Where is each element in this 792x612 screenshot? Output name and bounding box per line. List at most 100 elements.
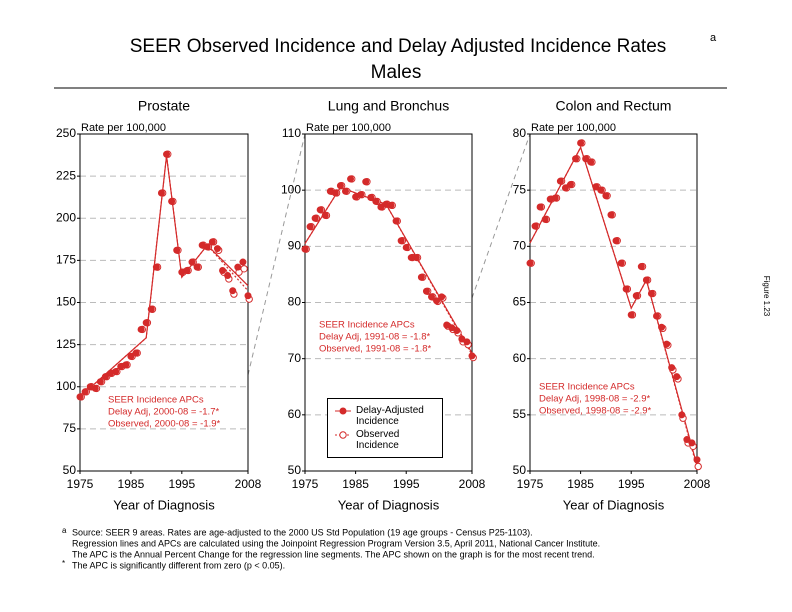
y-tick-label: 110 (282, 126, 301, 140)
connector (471, 133, 531, 299)
data-point (316, 206, 324, 214)
data-point (541, 215, 549, 223)
data-point (157, 189, 165, 197)
data-point (587, 158, 595, 166)
x-axis-label: Year of Diagnosis (338, 497, 440, 512)
x-tick-label: 1995 (168, 477, 195, 491)
data-point (647, 290, 655, 298)
data-point (592, 183, 600, 191)
y-tick-label: 175 (56, 253, 76, 267)
plot-frame (529, 133, 698, 472)
data-point (658, 323, 666, 331)
y-tick-label: 50 (513, 463, 527, 477)
data-point (468, 352, 476, 360)
data-point (173, 246, 181, 254)
trend-line (79, 155, 249, 398)
x-tick-label: 1985 (118, 477, 145, 491)
annotation: Observed, 1991-08 = -1.8* (319, 344, 432, 355)
data-point (81, 388, 89, 396)
annotation: Observed, 1998-08 = -2.9* (539, 406, 652, 417)
data-point (163, 150, 171, 158)
data-point (663, 340, 671, 348)
y-axis-label: Rate per 100,000 (531, 122, 616, 134)
y-tick-label: 150 (56, 295, 76, 309)
legend-item: Delay-Adjusted Incidence (334, 405, 436, 427)
data-point (219, 266, 227, 274)
title-note: a (710, 32, 717, 44)
data-point (208, 238, 216, 246)
x-tick-label: 1975 (67, 477, 94, 491)
data-point (127, 352, 135, 360)
footnote-symbol: a (62, 526, 67, 535)
data-point (412, 254, 420, 262)
chart-subtitle: Males (371, 62, 422, 83)
data-point (137, 325, 145, 333)
legend-icon (335, 431, 351, 439)
data-point (577, 139, 585, 147)
panel-title: Prostate (138, 98, 190, 114)
x-axis-label: Year of Diagnosis (113, 497, 215, 512)
data-point (362, 178, 370, 186)
data-point (101, 373, 109, 381)
annotation: Observed, 2000-08 = -1.9* (108, 419, 221, 430)
data-point (91, 384, 99, 392)
data-point (132, 349, 140, 357)
y-tick-label: 50 (63, 463, 77, 477)
data-point (556, 177, 564, 185)
data-point (397, 237, 405, 245)
x-tick-label: 1985 (342, 477, 369, 491)
panel-title: Colon and Rectum (556, 98, 672, 114)
y-tick-label: 55 (513, 407, 527, 421)
data-point (612, 237, 620, 245)
data-point (653, 312, 661, 320)
data-point (183, 266, 191, 274)
footnote: Source: SEER 9 areas. Rates are age-adju… (72, 527, 533, 537)
data-point (203, 243, 211, 251)
data-point (188, 258, 196, 266)
data-point (531, 222, 539, 230)
footnote-symbol: * (62, 559, 65, 568)
data-point (428, 293, 436, 301)
footnote: The APC is the Annual Percent Change for… (72, 549, 595, 559)
data-point (694, 462, 702, 471)
x-tick-label: 1995 (618, 477, 645, 491)
y-tick-label: 60 (288, 407, 302, 421)
data-point (551, 194, 559, 202)
data-point (224, 272, 232, 280)
data-point (438, 293, 446, 301)
data-point (688, 439, 696, 447)
data-point (347, 175, 355, 183)
data-point (96, 378, 104, 386)
data-point (244, 292, 252, 300)
y-tick-label: 60 (513, 351, 527, 365)
data-point (693, 456, 701, 464)
data-point (637, 263, 645, 271)
y-tick-label: 65 (513, 295, 527, 309)
annotation: SEER Incidence APCs (539, 382, 635, 393)
legend-icon (335, 407, 351, 415)
footnote: Regression lines and APCs are calculated… (72, 538, 600, 548)
y-tick-label: 125 (56, 337, 76, 351)
y-tick-label: 225 (56, 168, 76, 182)
legend-label: Delay-Adjusted Incidence (356, 405, 424, 427)
data-point (526, 259, 534, 267)
data-point (341, 187, 349, 195)
figure-label: Figure 1.23 (762, 276, 771, 317)
data-point (229, 287, 237, 295)
data-point (433, 297, 441, 305)
y-tick-label: 50 (288, 463, 302, 477)
data-point (193, 263, 201, 271)
data-point (311, 214, 319, 222)
y-tick-label: 75 (513, 182, 527, 196)
data-point (561, 184, 569, 192)
data-point (367, 193, 375, 201)
data-point (240, 265, 248, 273)
annotation: Delay Adj, 1998-08 = -2.9* (539, 394, 650, 405)
x-tick-label: 1985 (567, 477, 594, 491)
data-point (572, 155, 580, 163)
data-point (673, 373, 681, 381)
data-point (566, 181, 574, 189)
y-tick-label: 200 (56, 210, 76, 224)
annotation: Delay Adj, 1991-08 = -1.8* (319, 332, 430, 343)
